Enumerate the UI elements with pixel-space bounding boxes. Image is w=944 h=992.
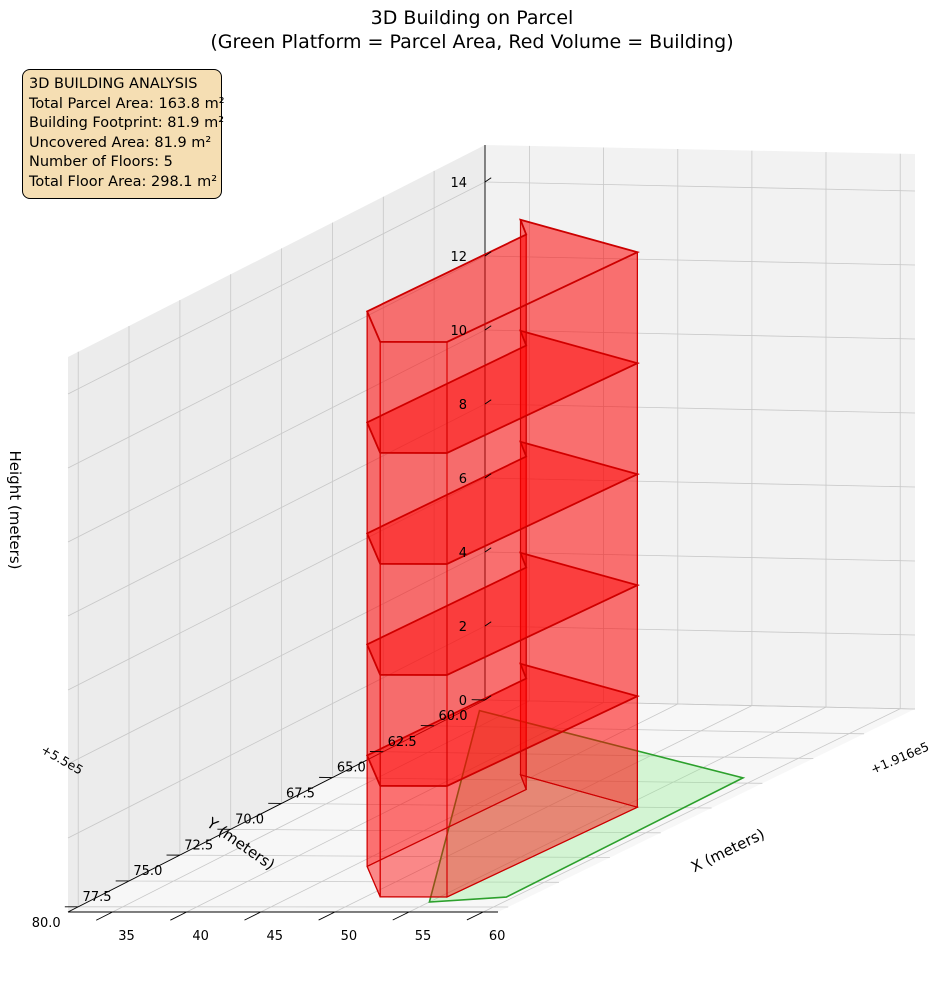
summary-line: 3D BUILDING ANALYSIS xyxy=(29,76,198,92)
z-tick xyxy=(484,621,492,627)
z-tick xyxy=(484,695,492,701)
summary-line: Total Floor Area: 298.1 m² xyxy=(29,173,218,190)
z-tick xyxy=(484,473,492,479)
x-tick-label: 55 xyxy=(415,929,432,944)
summary-line: Number of Floors: 5 xyxy=(29,154,173,171)
x-tick xyxy=(244,911,261,921)
parcel-platform xyxy=(428,709,746,903)
pane-right xyxy=(485,145,915,709)
x-tick-label: 50 xyxy=(341,929,358,944)
y-tick-label: 67.5 xyxy=(286,787,315,802)
floor-5 xyxy=(365,218,640,454)
tick-labels: 35 40 45 50 55 6060.062.565.067.570.072.575.0… xyxy=(32,176,506,944)
x-tick xyxy=(466,911,484,921)
z-tick xyxy=(484,251,492,257)
parcel-polygon xyxy=(428,709,746,903)
x-tick xyxy=(170,911,187,921)
y-tick-label: 77.5 xyxy=(83,890,112,905)
summary-line: Uncovered Area: 81.9 m² xyxy=(29,134,212,151)
y-tick-label: 70.0 xyxy=(235,812,264,827)
z-tick-label: 10 xyxy=(450,324,467,339)
floor-1 xyxy=(365,662,640,898)
chart-title: 3D Building on Parcel xyxy=(370,7,574,29)
floor-base xyxy=(366,551,640,676)
z-tick-label: 4 xyxy=(459,546,467,561)
x-tick-label: 60 xyxy=(489,929,506,944)
y-tick-label: 75.0 xyxy=(133,864,162,879)
axis-lines xyxy=(67,145,498,913)
floor-base xyxy=(366,440,640,565)
tick-marks xyxy=(64,177,492,921)
z-tick xyxy=(484,325,492,331)
chart-subtitle: (Green Platform = Parcel Area, Red Volum… xyxy=(210,31,734,53)
floor-base xyxy=(366,773,640,898)
y-axis-line xyxy=(67,699,486,913)
analysis-summary-box: 3D BUILDING ANALYSIS Total Parcel Area: … xyxy=(22,69,225,199)
x-tick-label: 35 xyxy=(118,929,135,944)
x-offset-label: +1.916e5 xyxy=(868,739,931,777)
x-tick xyxy=(392,911,410,921)
x-axis-label: X (meters) xyxy=(688,825,768,876)
z-axis-label: Height (meters) xyxy=(6,451,24,570)
x-tick-label: 40 xyxy=(192,929,209,944)
z-tick-label: 2 xyxy=(459,620,467,635)
x-tick xyxy=(318,911,336,921)
summary-line: Total Parcel Area: 163.8 m² xyxy=(29,95,225,112)
y-tick-label: 60.0 xyxy=(439,709,468,724)
x-tick-label: 45 xyxy=(266,929,283,944)
building-volume xyxy=(365,218,640,898)
summary-line: Building Footprint: 81.9 m² xyxy=(29,115,225,132)
z-tick-label: 0 xyxy=(459,694,467,709)
y-tick-label: 65.0 xyxy=(337,761,366,776)
y-tick-label: 62.5 xyxy=(388,735,417,750)
floor-slab xyxy=(365,218,640,343)
y-tick-label: 72.5 xyxy=(184,838,213,853)
z-tick xyxy=(484,177,492,183)
z-tick-label: 8 xyxy=(459,398,467,413)
y-tick-label: 80.0 xyxy=(32,916,61,931)
x-tick xyxy=(96,911,113,921)
z-tick-label: 12 xyxy=(450,250,467,265)
floor-base xyxy=(366,329,640,454)
z-tick xyxy=(484,399,492,405)
floor-base xyxy=(366,662,640,787)
z-tick xyxy=(484,547,492,553)
z-tick-label: 6 xyxy=(459,472,467,487)
z-tick-label: 14 xyxy=(450,176,467,191)
